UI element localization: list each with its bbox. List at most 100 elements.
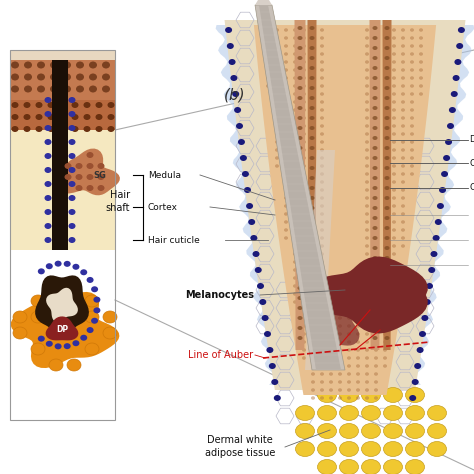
Ellipse shape	[49, 359, 63, 371]
Ellipse shape	[284, 140, 288, 144]
Ellipse shape	[373, 146, 377, 150]
Ellipse shape	[55, 343, 62, 349]
Ellipse shape	[329, 348, 333, 352]
Ellipse shape	[311, 164, 315, 168]
Ellipse shape	[383, 108, 387, 112]
Ellipse shape	[302, 28, 306, 32]
Ellipse shape	[310, 126, 315, 130]
Ellipse shape	[374, 332, 378, 336]
Ellipse shape	[419, 52, 423, 56]
Ellipse shape	[374, 340, 378, 344]
Ellipse shape	[392, 196, 396, 200]
Ellipse shape	[320, 268, 324, 272]
Ellipse shape	[266, 76, 270, 80]
Ellipse shape	[365, 372, 369, 376]
Ellipse shape	[410, 100, 414, 104]
Ellipse shape	[264, 331, 271, 337]
Ellipse shape	[310, 176, 315, 180]
Ellipse shape	[374, 212, 378, 216]
Ellipse shape	[38, 268, 45, 274]
Ellipse shape	[329, 324, 333, 328]
Ellipse shape	[320, 260, 324, 264]
Ellipse shape	[89, 62, 97, 69]
Ellipse shape	[311, 108, 315, 112]
Ellipse shape	[45, 125, 52, 131]
Ellipse shape	[373, 166, 377, 170]
Ellipse shape	[329, 292, 333, 296]
Ellipse shape	[302, 164, 306, 168]
Ellipse shape	[310, 306, 315, 310]
Ellipse shape	[365, 156, 369, 160]
Ellipse shape	[320, 212, 324, 216]
Ellipse shape	[329, 316, 333, 320]
Ellipse shape	[401, 108, 405, 112]
Ellipse shape	[311, 180, 315, 184]
Ellipse shape	[401, 236, 405, 240]
Ellipse shape	[320, 204, 324, 208]
Polygon shape	[46, 288, 78, 322]
Ellipse shape	[298, 206, 302, 210]
Ellipse shape	[298, 86, 302, 90]
Polygon shape	[259, 5, 341, 370]
Ellipse shape	[310, 116, 315, 120]
Ellipse shape	[310, 226, 315, 230]
Ellipse shape	[392, 284, 396, 288]
Ellipse shape	[384, 136, 390, 140]
Ellipse shape	[310, 236, 315, 240]
Ellipse shape	[410, 140, 414, 144]
Ellipse shape	[383, 180, 387, 184]
Ellipse shape	[383, 172, 387, 176]
Ellipse shape	[362, 459, 381, 474]
Ellipse shape	[108, 114, 115, 120]
Ellipse shape	[365, 220, 369, 224]
Ellipse shape	[383, 356, 387, 360]
Ellipse shape	[383, 364, 387, 368]
Ellipse shape	[293, 180, 297, 184]
Ellipse shape	[63, 62, 71, 69]
Ellipse shape	[45, 139, 52, 145]
Ellipse shape	[47, 114, 55, 120]
Ellipse shape	[63, 85, 71, 92]
Ellipse shape	[373, 56, 377, 60]
Ellipse shape	[338, 348, 342, 352]
Ellipse shape	[310, 146, 315, 150]
Ellipse shape	[365, 212, 369, 216]
Ellipse shape	[320, 396, 324, 400]
Ellipse shape	[91, 318, 98, 324]
Ellipse shape	[347, 364, 351, 368]
Ellipse shape	[310, 56, 315, 60]
Ellipse shape	[228, 59, 236, 65]
Ellipse shape	[320, 196, 324, 200]
Ellipse shape	[365, 196, 369, 200]
Polygon shape	[383, 20, 392, 350]
Ellipse shape	[401, 212, 405, 216]
Ellipse shape	[293, 244, 297, 248]
Ellipse shape	[392, 68, 396, 72]
Ellipse shape	[401, 172, 405, 176]
Ellipse shape	[373, 246, 377, 250]
Ellipse shape	[456, 43, 463, 49]
Ellipse shape	[338, 356, 342, 360]
Ellipse shape	[384, 86, 390, 90]
Ellipse shape	[401, 116, 405, 120]
Ellipse shape	[384, 196, 390, 200]
Ellipse shape	[329, 364, 333, 368]
Ellipse shape	[298, 76, 302, 80]
Ellipse shape	[76, 73, 84, 81]
Ellipse shape	[298, 236, 302, 240]
Ellipse shape	[24, 102, 30, 108]
Ellipse shape	[320, 172, 324, 176]
Text: Line of Auber: Line of Auber	[188, 350, 253, 360]
Ellipse shape	[275, 108, 279, 112]
Ellipse shape	[365, 276, 369, 280]
Ellipse shape	[401, 188, 405, 192]
Ellipse shape	[87, 327, 93, 333]
Ellipse shape	[311, 372, 315, 376]
Ellipse shape	[302, 188, 306, 192]
Ellipse shape	[383, 164, 387, 168]
Ellipse shape	[311, 124, 315, 128]
Ellipse shape	[46, 263, 53, 269]
Ellipse shape	[320, 332, 324, 336]
Ellipse shape	[310, 66, 315, 70]
Ellipse shape	[293, 124, 297, 128]
